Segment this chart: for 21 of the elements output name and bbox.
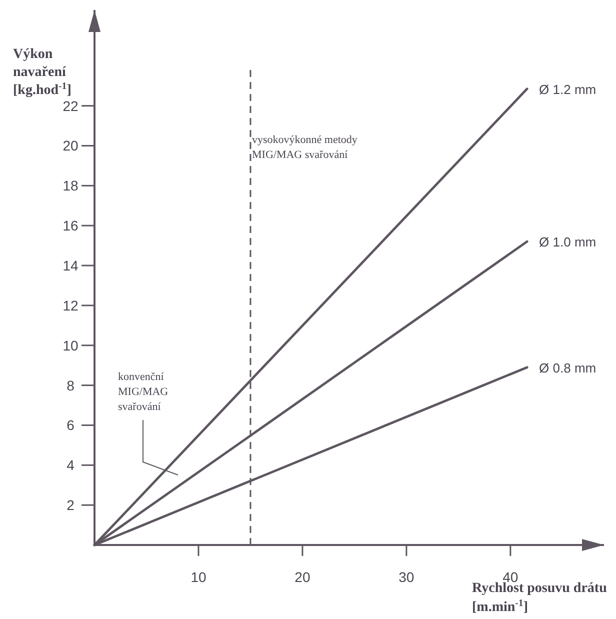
- series-label: Ø 0.8 mm: [539, 360, 596, 376]
- y-tick-label: 12: [62, 297, 78, 314]
- y-tick-label: 2: [66, 497, 75, 514]
- y-tick-label: 4: [66, 457, 75, 474]
- x-tick-label: 30: [398, 569, 414, 585]
- y-tick-label: 6: [66, 417, 75, 434]
- x-axis-title: Rychlost posuvu drátu [m.min$^{-1}$]: [472, 581, 608, 615]
- series-label: Ø 1.0 mm: [539, 234, 596, 250]
- x-tick-label: 20: [294, 569, 310, 585]
- y-axis-title: Výkon navaření [kg.hod$^{-1}$]: [13, 47, 72, 98]
- series-label: Ø 1.2 mm: [539, 82, 596, 97]
- y-tick-label: 10: [62, 337, 78, 354]
- annotation: konvenční MIG/MAG svařování: [118, 371, 168, 413]
- y-tick-label: 8: [66, 377, 75, 394]
- y-tick-label: 20: [62, 138, 78, 154]
- annotation: vysokovýkonné metody MIG/MAG svařování: [252, 134, 358, 161]
- y-tick-label: 18: [62, 178, 78, 194]
- x-tick-label: 10: [190, 569, 206, 585]
- y-tick-label: 22: [62, 98, 78, 114]
- y-tick-label: 14: [62, 258, 78, 274]
- y-tick-label: 16: [62, 218, 78, 234]
